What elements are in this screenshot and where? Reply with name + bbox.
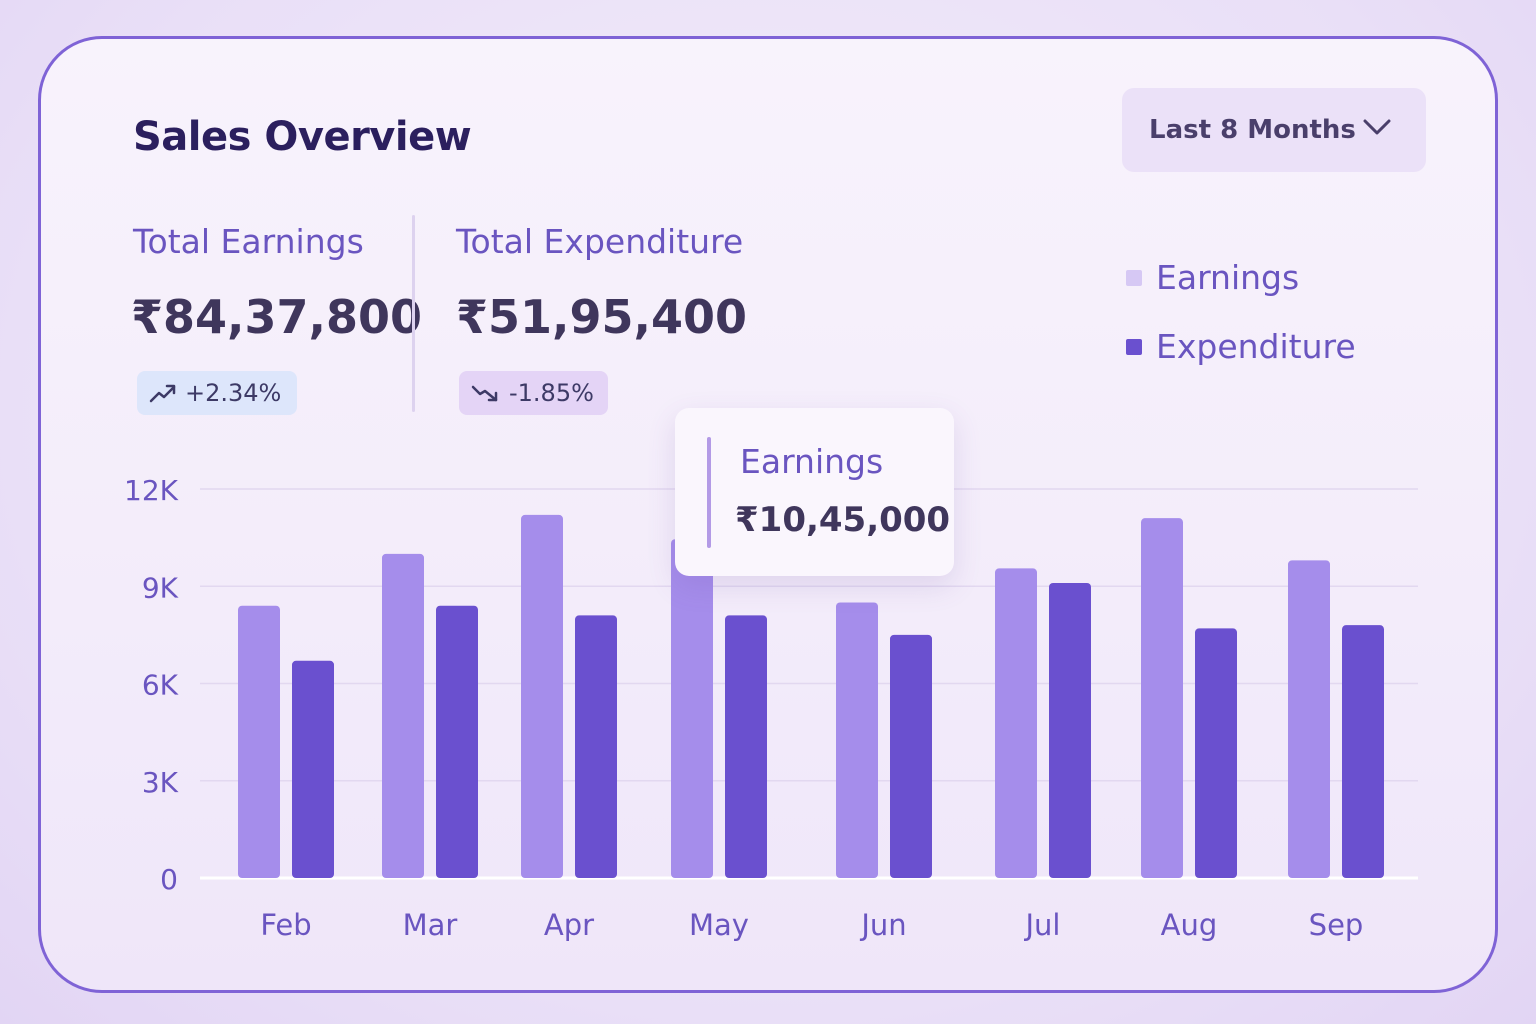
- legend-label-expenditure: Expenditure: [1156, 327, 1356, 366]
- legend-label-earnings: Earnings: [1156, 258, 1300, 297]
- x-tick-label: Apr: [544, 908, 594, 942]
- x-tick-label: Feb: [260, 908, 311, 942]
- bar-expenditure-sep[interactable]: [1342, 625, 1384, 878]
- total-earnings-label: Total Earnings: [133, 222, 364, 261]
- x-tick-label: May: [689, 908, 749, 942]
- legend-item-earnings[interactable]: Earnings: [1126, 258, 1299, 297]
- bar-expenditure-may[interactable]: [725, 615, 767, 878]
- bar-expenditure-mar[interactable]: [436, 605, 478, 878]
- bar-earnings-apr[interactable]: [521, 514, 563, 878]
- bar-earnings-jul[interactable]: [995, 568, 1037, 878]
- x-tick-label: Aug: [1161, 908, 1218, 942]
- x-tick-label: Sep: [1309, 908, 1364, 942]
- earnings-change-badge: +2.34%: [137, 371, 297, 415]
- page-title: Sales Overview: [133, 114, 472, 160]
- date-range-label: Last 8 Months: [1149, 115, 1356, 145]
- y-tick-label: 6K: [142, 669, 179, 702]
- x-tick-label: Jun: [859, 908, 906, 942]
- total-expenditure-value: ₹51,95,400: [456, 290, 748, 344]
- tooltip-label: Earnings: [740, 442, 884, 481]
- bar-earnings-sep[interactable]: [1288, 560, 1330, 878]
- total-expenditure-label: Total Expenditure: [456, 222, 744, 261]
- bar-earnings-may[interactable]: [671, 539, 713, 878]
- total-earnings-value: ₹84,37,800: [131, 290, 423, 344]
- date-range-dropdown[interactable]: Last 8 Months: [1122, 88, 1426, 172]
- bar-earnings-mar[interactable]: [382, 553, 424, 878]
- y-tick-label: 0: [160, 863, 178, 896]
- legend-swatch-earnings: [1126, 269, 1142, 286]
- y-tick-label: 12K: [124, 474, 179, 507]
- bar-earnings-feb[interactable]: [238, 605, 280, 878]
- chevron-down-icon: [1363, 119, 1391, 135]
- trend-up-icon: [149, 384, 176, 403]
- chart-tooltip: Earnings ₹10,45,000: [675, 408, 954, 576]
- legend-swatch-expenditure: [1126, 338, 1142, 355]
- trend-down-icon: [471, 385, 498, 402]
- bar-expenditure-jun[interactable]: [890, 634, 932, 878]
- x-tick-label: Mar: [403, 908, 458, 942]
- bar-expenditure-aug[interactable]: [1195, 628, 1237, 878]
- bar-expenditure-apr[interactable]: [575, 615, 617, 878]
- bar-expenditure-jul[interactable]: [1049, 583, 1091, 878]
- bar-earnings-aug[interactable]: [1141, 518, 1183, 878]
- y-tick-label: 3K: [142, 766, 179, 799]
- x-tick-label: Jul: [1024, 908, 1061, 942]
- legend-item-expenditure[interactable]: Expenditure: [1126, 327, 1356, 366]
- expenditure-change-badge: -1.85%: [459, 371, 608, 415]
- bar-earnings-jun[interactable]: [836, 602, 878, 878]
- bar-expenditure-feb[interactable]: [292, 660, 334, 878]
- tooltip-value: ₹10,45,000: [735, 500, 951, 540]
- kpi-divider: [412, 215, 415, 412]
- y-tick-label: 9K: [142, 571, 179, 604]
- expenditure-change-value: -1.85%: [509, 379, 594, 407]
- earnings-change-value: +2.34%: [185, 379, 282, 407]
- tooltip-accent-bar: [707, 437, 711, 548]
